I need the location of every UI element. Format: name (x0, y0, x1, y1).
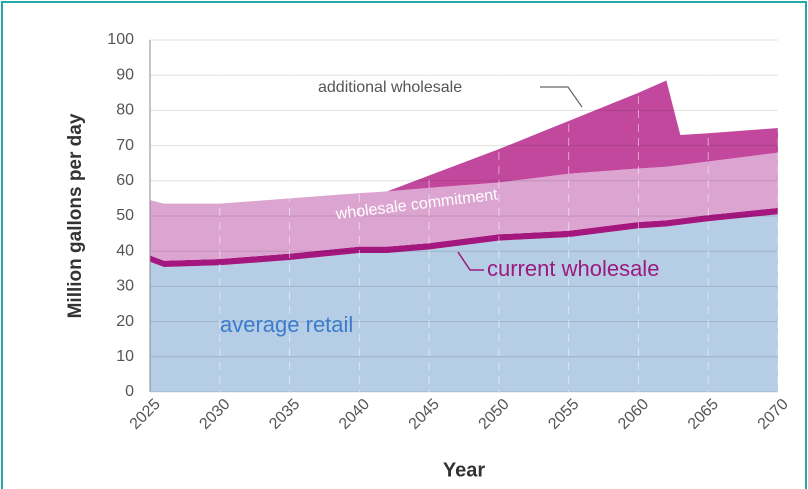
area (150, 80, 778, 204)
series-label: current wholesale (487, 256, 659, 281)
x-tick-label: 2070 (755, 396, 792, 433)
series-label: average retail (220, 312, 353, 337)
x-tick-label: 2045 (406, 396, 443, 433)
x-tick-label: 2050 (476, 396, 513, 433)
y-tick-label: 10 (116, 348, 134, 365)
x-tick-label: 2030 (196, 396, 233, 433)
y-tick-label: 40 (116, 242, 134, 259)
y-tick-label: 50 (116, 207, 134, 224)
area (150, 207, 778, 268)
x-tick-label: 2065 (685, 396, 722, 433)
y-tick-label: 30 (116, 278, 134, 295)
y-axis-label: Million gallons per day (65, 113, 86, 318)
x-tick-label: 2055 (545, 396, 582, 433)
y-tick-label: 70 (116, 137, 134, 154)
x-tick-label: 2025 (127, 396, 164, 433)
series-label: additional wholesale (318, 79, 462, 96)
y-tick-label: 80 (116, 102, 134, 119)
y-tick-label: 100 (107, 31, 134, 48)
area (150, 214, 778, 392)
leader-line (540, 86, 583, 108)
x-tick-label: 2035 (266, 396, 303, 433)
x-axis-label: Year (443, 459, 485, 481)
leader-line (457, 251, 484, 271)
y-tick-label: 90 (116, 66, 134, 83)
plot (149, 39, 779, 393)
x-tick-label: 2060 (615, 396, 652, 433)
y-tick-label: 20 (116, 313, 134, 330)
area (150, 152, 778, 261)
y-tick-label: 60 (116, 172, 134, 189)
x-tick-label: 2040 (336, 396, 373, 433)
y-tick-label: 0 (125, 383, 134, 400)
